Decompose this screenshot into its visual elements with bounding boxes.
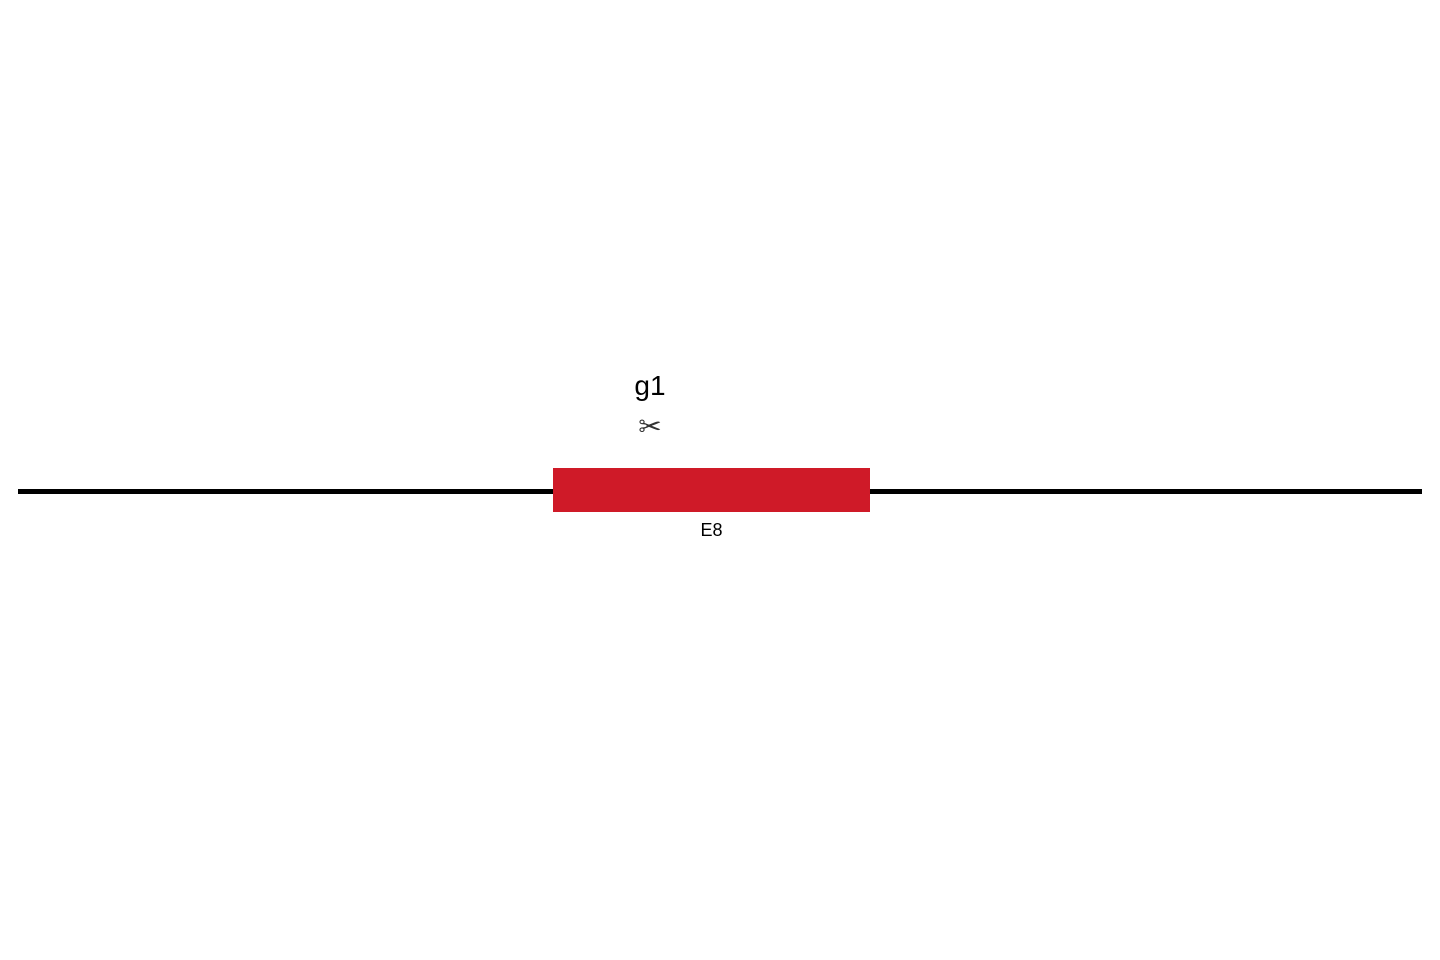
guide-label: g1 bbox=[634, 370, 665, 402]
intron-line-right bbox=[870, 489, 1422, 494]
gene-diagram: E8 g1 ✂ bbox=[0, 0, 1440, 960]
scissors-icon: ✂ bbox=[638, 413, 661, 441]
intron-line-left bbox=[18, 489, 553, 494]
exon-label: E8 bbox=[700, 520, 722, 541]
exon-box bbox=[553, 468, 870, 512]
